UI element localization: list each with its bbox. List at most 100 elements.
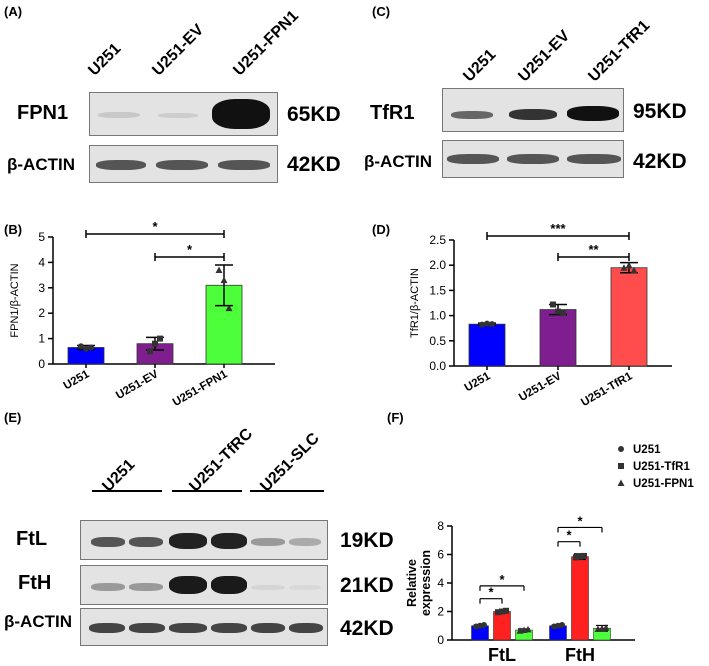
- lane-label: U251-TfR1: [585, 17, 654, 86]
- y-axis-label: TfR1/β-ACTIN: [409, 268, 421, 338]
- chart-d: 0.0 0.5 1.0 1.5 2.0 2.5 TfR1/β-ACTIN U251 U251-E…: [409, 222, 672, 407]
- data-point: [152, 340, 158, 347]
- data-point: [617, 479, 625, 486]
- blot-row-label: β-ACTIN: [4, 612, 72, 631]
- data-point: [481, 622, 487, 629]
- data-point: [581, 552, 587, 559]
- lane-label: U251-SLC: [257, 429, 323, 496]
- data-point: [625, 261, 633, 269]
- significance-label: ***: [550, 222, 566, 236]
- y-tick-label: 1: [38, 332, 45, 346]
- blot-row-label: β-ACTIN: [364, 152, 432, 171]
- legend-entry: U251: [633, 444, 661, 456]
- panel-label-a: (A): [4, 4, 23, 19]
- data-point: [560, 310, 566, 317]
- lane-label: U251-EV: [149, 21, 208, 80]
- data-point: [88, 344, 94, 351]
- kd-label: 65KD: [287, 103, 341, 126]
- bar: [539, 309, 577, 367]
- significance-label: *: [187, 242, 193, 257]
- kd-label: 42KD: [633, 150, 687, 173]
- data-point: [215, 266, 223, 274]
- data-point: [479, 321, 485, 328]
- blot-strip: [89, 145, 278, 183]
- group-line: [92, 490, 162, 492]
- data-point: [489, 321, 495, 328]
- group-line: [250, 490, 324, 492]
- y-tick-label: 6: [437, 548, 444, 562]
- data-point: [225, 304, 233, 312]
- kd-label: 95KD: [633, 100, 687, 123]
- y-tick-label: 4: [38, 255, 45, 269]
- y-tick-label: 0: [38, 357, 45, 371]
- bar: [493, 611, 511, 641]
- blot-strip: [442, 88, 624, 132]
- y-tick-label: 3: [38, 281, 45, 295]
- blot-row-label: FtH: [18, 572, 52, 594]
- data-point: [484, 320, 490, 327]
- legend-entry: U251-TfR1: [633, 461, 690, 473]
- data-point: [602, 624, 610, 631]
- blot-row-label: TfR1: [370, 102, 415, 124]
- chart-b: 0 1 2 3 4 5 FPN1/β-ACTIN U251 U251-EV U251-FPN1 * *: [9, 222, 275, 407]
- blot-strip: [80, 608, 328, 646]
- data-point: [577, 553, 583, 560]
- data-point: [83, 345, 89, 352]
- data-point: [78, 343, 84, 350]
- y-axis-label: FPN1/β-ACTIN: [9, 263, 21, 337]
- data-point: [503, 607, 509, 614]
- data-point: [630, 266, 638, 274]
- lane-label: U251-FPN1: [230, 7, 303, 80]
- lane-label: U251-EV: [515, 27, 574, 86]
- blot-strip: [80, 520, 328, 560]
- data-point: [220, 276, 228, 284]
- bar: [610, 267, 648, 367]
- x-tick-label: U251: [62, 368, 92, 392]
- y-tick-label: 2.0: [429, 258, 446, 272]
- x-tick-label: U251-EV: [114, 368, 161, 402]
- chart-f: 0 2 4 6 8 Relative expression FtL FtH * * * * U251 U25…: [405, 444, 694, 665]
- blot-row-label: FPN1: [17, 102, 69, 124]
- blot-strip: [442, 140, 624, 178]
- data-point: [157, 335, 163, 342]
- significance-label: *: [488, 585, 494, 600]
- data-point: [555, 308, 561, 315]
- data-point: [495, 609, 501, 616]
- y-tick-label: 2: [437, 605, 444, 619]
- kd-label: 42KD: [340, 617, 394, 640]
- bar: [571, 556, 589, 641]
- y-tick-label: 0: [437, 633, 444, 647]
- blot-strip: [89, 92, 278, 136]
- blot-row-label: β-ACTIN: [7, 155, 75, 174]
- y-axis-label: expression: [419, 550, 433, 616]
- panel-label-d: (D): [372, 222, 391, 237]
- legend-entry: U251-FPN1: [633, 478, 694, 490]
- y-tick-label: 0.5: [429, 334, 446, 348]
- kd-label: 42KD: [287, 153, 341, 176]
- panel-label-e: (E): [4, 410, 22, 425]
- x-tick-label: U251-EV: [517, 370, 564, 404]
- kd-label: 19KD: [340, 529, 394, 552]
- bar: [468, 323, 506, 367]
- x-tick-label: FtL: [488, 645, 516, 665]
- significance-label: **: [588, 242, 599, 257]
- data-point: [618, 463, 624, 469]
- x-tick-label: U251-TfR1: [579, 370, 635, 407]
- lane-label: U251-TfRC: [186, 425, 257, 496]
- x-tick-label: U251: [463, 370, 493, 394]
- data-point: [559, 622, 565, 629]
- data-point: [573, 554, 579, 561]
- data-point: [618, 446, 624, 452]
- data-point: [550, 301, 556, 308]
- significance-label: *: [577, 513, 583, 528]
- x-tick-label: U251-FPN1: [171, 368, 230, 407]
- y-tick-label: 5: [38, 230, 45, 244]
- y-tick-label: 2: [38, 306, 45, 320]
- significance-label: *: [499, 572, 505, 587]
- y-tick-label: 2.5: [429, 233, 446, 247]
- panel-label-f: (F): [387, 410, 404, 425]
- y-tick-label: 4: [437, 576, 444, 590]
- kd-label: 21KD: [340, 574, 394, 597]
- group-line: [172, 490, 242, 492]
- lane-label: U251: [85, 40, 125, 80]
